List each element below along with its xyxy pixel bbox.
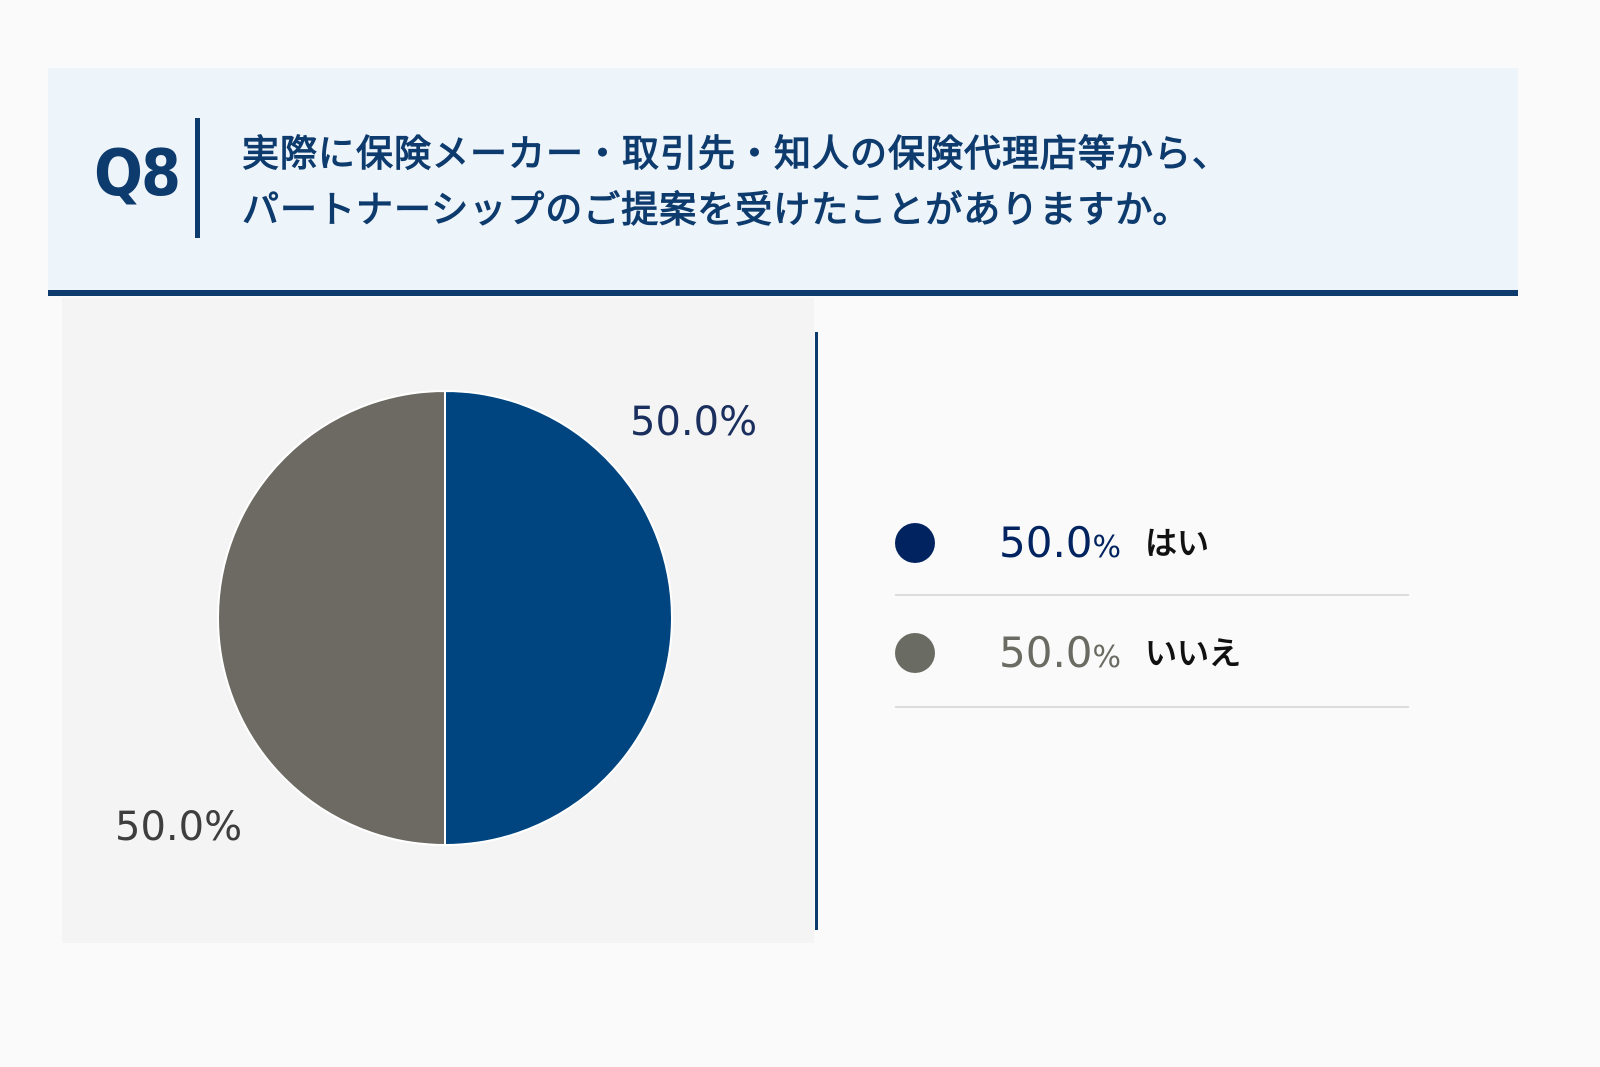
legend-item-yes: 50.0% はい xyxy=(895,490,1409,600)
pie-slice-yes: はい xyxy=(444,389,673,847)
header-underline xyxy=(48,290,1518,296)
slice-label-yes: 50.0% xyxy=(630,399,758,445)
legend-percent-unit-yes: % xyxy=(1092,530,1122,565)
legend-dot-no xyxy=(895,633,935,673)
question-line-1: 実際に保険メーカー・取引先・知人の保険代理店等から、 xyxy=(242,132,1230,175)
legend-dot-yes xyxy=(895,523,935,563)
question-divider xyxy=(195,118,200,238)
pie-chart: はいいいえ xyxy=(217,389,673,847)
legend-percent-no: 50.0% xyxy=(999,628,1122,677)
legend-percent-yes: 50.0% xyxy=(999,518,1122,567)
legend-label-yes: はい xyxy=(1145,524,1210,562)
pie-slice-no: いいえ xyxy=(217,389,446,847)
chart-panel: はいいいえ xyxy=(62,298,814,943)
legend-rule-no xyxy=(895,706,1409,708)
legend-percent-unit-no: % xyxy=(1092,640,1122,675)
slice-label-no: 50.0% xyxy=(115,804,243,850)
legend-item-no: 50.0% いいえ xyxy=(895,600,1409,710)
question-number: Q8 xyxy=(94,137,181,211)
legend-rule-yes xyxy=(895,594,1409,596)
question-text: 実際に保険メーカー・取引先・知人の保険代理店等から、 パートナーシップのご提案を… xyxy=(242,126,1462,238)
question-header xyxy=(48,68,1518,290)
question-line-2: パートナーシップのご提案を受けたことがありますか。 xyxy=(242,188,1191,231)
legend-label-no: いいえ xyxy=(1145,634,1242,672)
chart-legend-divider xyxy=(815,332,818,930)
